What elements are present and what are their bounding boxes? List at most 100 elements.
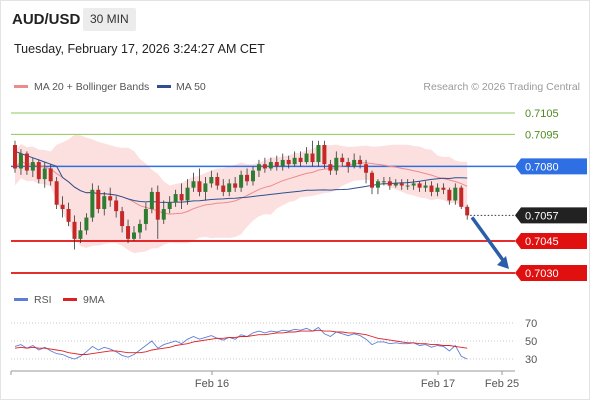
ma20-legend-label: MA 20 + Bollinger Bands [34, 81, 150, 93]
rsi-tick-label: 30 [525, 354, 537, 366]
last-level-tag [515, 207, 587, 224]
candle-body [155, 191, 160, 220]
candle-body [364, 164, 369, 173]
pivot-level-tag [515, 158, 587, 175]
candle-body [465, 206, 470, 216]
candle-body [179, 194, 184, 201]
candle-body [358, 159, 363, 165]
candle-body [84, 217, 89, 231]
ma50-legend-swatch [157, 85, 171, 88]
rsi-ma-legend-label: 9MA [83, 294, 105, 306]
credit-text: Research © 2026 Trading Central [423, 81, 580, 93]
candle-body [233, 183, 238, 188]
pivot-level-label: 0.7080 [525, 161, 559, 173]
candle-body [453, 187, 458, 201]
candle-body [54, 181, 59, 205]
resistance-level-label: 0.7105 [525, 108, 559, 120]
rsi-legend-label: RSI [34, 294, 52, 306]
support-level-tag [515, 233, 587, 249]
candle-body [36, 162, 41, 180]
candle-body [340, 157, 345, 163]
candle-body [441, 187, 446, 190]
rsi-tick-label: 50 [525, 336, 537, 348]
candle-body [435, 187, 440, 192]
rsi-tick-label: 70 [525, 318, 537, 330]
candle-body [316, 145, 321, 163]
candle-body [381, 181, 386, 183]
candle-body [18, 153, 23, 169]
rsi-legend-swatch [14, 298, 28, 301]
candle-body [262, 164, 267, 169]
candle-body [42, 168, 47, 180]
ma50-legend-label: MA 50 [176, 81, 206, 93]
candle-body [405, 185, 410, 187]
candle-body [274, 162, 279, 167]
candle-body [245, 174, 250, 182]
candle-body [322, 145, 327, 165]
candle-body [429, 185, 434, 192]
candle-body [90, 189, 95, 218]
candle-body [411, 183, 416, 186]
candle-body [203, 183, 208, 192]
candle-body [399, 183, 404, 186]
candle-body [30, 162, 35, 171]
candle-body [280, 159, 285, 167]
symbol-title: AUD/USD [12, 11, 81, 28]
candle-body [96, 189, 101, 209]
candle-body [197, 181, 202, 192]
candle-body [143, 209, 148, 224]
rsi-ma-legend-swatch [63, 298, 77, 301]
candle-body [120, 211, 125, 227]
candle-body [423, 185, 428, 188]
candle-body [393, 183, 398, 186]
candle-body [60, 204, 65, 209]
x-tick-label: Feb 25 [485, 378, 519, 390]
support-level-tag [515, 265, 587, 281]
candle-body [251, 170, 255, 182]
candle-body [161, 209, 166, 220]
candle-body [227, 183, 232, 192]
chart-header: AUD/USD 30 MIN [1, 1, 589, 37]
timeframe-button[interactable]: 30 MIN [83, 8, 136, 31]
candle-body [102, 196, 107, 209]
candle-body [221, 185, 226, 192]
candle-body [132, 232, 136, 239]
candle-body [256, 164, 261, 171]
rsi-line [14, 326, 468, 360]
candle-body [286, 159, 291, 165]
last-level-label: 0.7057 [525, 210, 559, 222]
x-tick-label: Feb 16 [195, 378, 229, 390]
candle-body [173, 194, 178, 203]
candle-body [334, 157, 339, 171]
candle-body [239, 174, 244, 188]
candle-body [370, 172, 374, 188]
candle-body [352, 159, 357, 167]
candle-body [108, 196, 113, 201]
ma20-legend-swatch [14, 85, 28, 88]
candle-body [24, 153, 29, 171]
forecast-arrow-head [497, 256, 509, 269]
candle-body [13, 145, 17, 169]
rsi-ma-line [14, 329, 468, 355]
resistance-level-label: 0.7095 [525, 129, 559, 141]
candle-body [149, 191, 154, 209]
candle-body [304, 153, 309, 163]
candle-body [114, 200, 119, 212]
candle-body [185, 187, 190, 201]
candle-body [268, 162, 273, 169]
timestamp: Tuesday, February 17, 2026 3:24:27 AM CE… [14, 42, 265, 56]
candle-body [72, 221, 77, 239]
candle-body [191, 181, 196, 188]
candle-body [292, 157, 297, 165]
bollinger-band [15, 134, 468, 254]
support-level-label: 0.7030 [525, 268, 559, 280]
candle-body [137, 223, 142, 233]
candle-body [387, 181, 392, 186]
candle-body [48, 168, 53, 182]
candle-body [209, 177, 214, 184]
candle-body [417, 183, 422, 188]
candle-body [298, 157, 303, 163]
candle-body [167, 202, 172, 209]
